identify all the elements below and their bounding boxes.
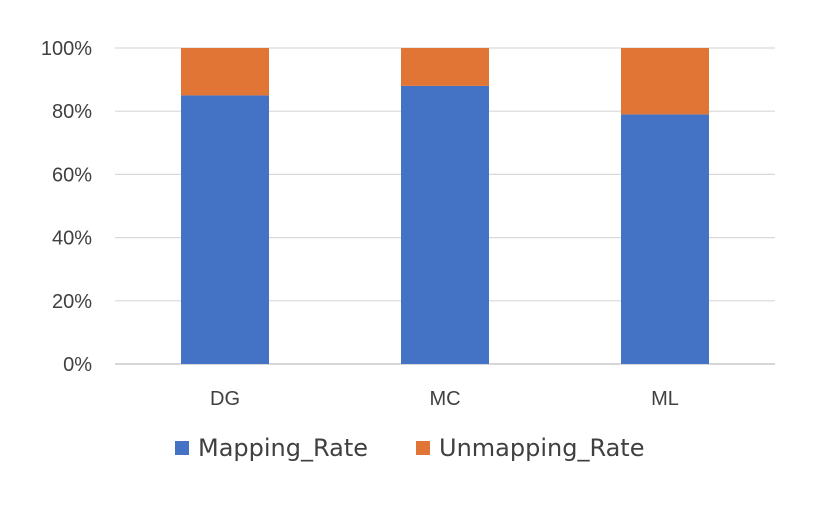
bar-unmapping-rate-dg: [181, 48, 269, 96]
y-axis-tick-labels: 0% 20% 40% 60% 80% 100%: [41, 38, 92, 376]
legend-label: Unmapping_Rate: [439, 434, 644, 462]
bar-mapping-rate-mc: [401, 85, 489, 365]
bar-unmapping-rate-mc: [401, 48, 489, 86]
legend-swatch: [416, 441, 430, 455]
y-tick-label: 20%: [52, 291, 92, 313]
bars: [181, 48, 709, 365]
legend: Mapping_Rate Unmapping_Rate: [175, 434, 644, 462]
x-category-label: MC: [429, 388, 460, 410]
x-category-label: ML: [651, 388, 679, 410]
legend-label: Mapping_Rate: [198, 434, 368, 462]
x-axis-category-labels: DG MC ML: [210, 388, 679, 410]
y-tick-label: 0%: [63, 354, 92, 376]
bar-mapping-rate-ml: [621, 114, 709, 364]
x-category-label: DG: [210, 388, 240, 410]
y-tick-label: 60%: [52, 164, 92, 186]
y-tick-label: 100%: [41, 38, 92, 60]
y-tick-label: 40%: [52, 228, 92, 250]
bar-mapping-rate-dg: [181, 95, 269, 365]
legend-swatch: [175, 441, 189, 455]
bar-unmapping-rate-ml: [621, 48, 709, 115]
y-tick-label: 80%: [52, 101, 92, 123]
